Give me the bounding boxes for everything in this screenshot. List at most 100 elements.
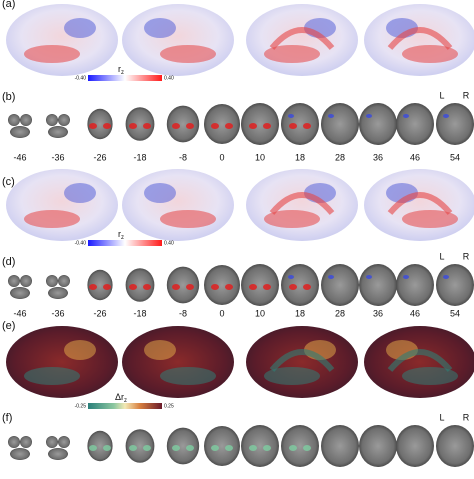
slice-label: 46 [410,152,420,162]
activation [289,123,297,129]
activation [303,123,311,129]
symbol: Δr [115,392,124,402]
brain-region [402,45,458,63]
brain-slice [10,126,30,138]
brain-slice [87,430,113,462]
slice-label: 28 [335,152,345,162]
brain-slice [204,104,240,144]
colorbar-symbol: Δrz [115,392,127,403]
activation [129,445,137,451]
brain-slice [46,114,58,126]
activation [143,284,151,290]
activation [129,123,137,129]
colorbar-min-label: -0.40 [75,75,87,81]
brain-slice [48,287,68,299]
slice-label: -46 [13,152,26,162]
activation [249,284,257,290]
brain-region [269,27,335,50]
colorbar-max-label: 0.25 [164,403,174,409]
brain-slice [87,108,113,140]
colorbar-max-label: 0.40 [164,75,174,81]
activation [443,275,449,279]
hemisphere-label: R [463,90,470,100]
brain-region [160,45,216,63]
brain-surface [246,4,358,76]
slice-label: -46 [13,308,26,318]
subscript: z [121,70,124,76]
brain-slice [166,105,200,143]
brain-slice [204,426,240,466]
activation [225,284,233,290]
panel-label: (f) [2,412,12,424]
symbol: r [118,229,121,239]
activation [103,445,111,451]
activation [103,123,111,129]
activation [303,445,311,451]
slice-label: -26 [93,308,106,318]
slice-label: 18 [295,152,305,162]
brain-region [64,340,96,360]
brain-slice [436,425,474,467]
brain-slice [359,103,397,145]
brain-slice [436,103,474,145]
activation [303,284,311,290]
slice-label: 36 [373,152,383,162]
brain-surface [122,4,234,76]
slice-label: 18 [295,308,305,318]
brain-surface [6,169,118,241]
slice-label: -8 [179,308,187,318]
panel-label: (e) [2,320,15,332]
brain-surface [364,326,474,398]
activation [143,123,151,129]
activation [289,445,297,451]
slice-label: 10 [255,152,265,162]
brain-slice [166,266,200,304]
brain-region [264,210,320,228]
brain-region [387,349,453,372]
activation [186,445,194,451]
slice-label: 0 [219,308,224,318]
activation [263,123,271,129]
brain-slice [58,436,70,448]
brain-slice [321,425,359,467]
slice-label: 36 [373,308,383,318]
brain-slice [241,103,279,145]
brain-slice [8,114,20,126]
brain-surface [6,326,118,398]
brain-region [24,210,80,228]
brain-slice [10,448,30,460]
slice-label: 10 [255,308,265,318]
brain-slice [396,103,434,145]
brain-slice [48,448,68,460]
colorbar [88,75,162,81]
brain-surface [364,4,474,76]
slice-label: 46 [410,308,420,318]
activation [225,445,233,451]
activation [263,445,271,451]
slice-label: 54 [450,152,460,162]
activation [172,445,180,451]
slice-label: -36 [51,308,64,318]
slice-label: -26 [93,152,106,162]
brain-surface [6,4,118,76]
activation [443,114,449,118]
slice-label: -18 [133,152,146,162]
subscript: z [121,235,124,241]
brain-slice [281,425,319,467]
brain-region [144,18,176,38]
brain-region [160,210,216,228]
brain-region [387,27,453,50]
activation [403,114,409,118]
hemisphere-label: R [463,251,470,261]
slice-label: -18 [133,308,146,318]
slice-label: -8 [179,152,187,162]
brain-slice [241,425,279,467]
activation [263,284,271,290]
brain-slice [396,425,434,467]
activation [89,123,97,129]
brain-surface [246,326,358,398]
activation [366,114,372,118]
activation [89,445,97,451]
brain-region [402,367,458,385]
activation [186,123,194,129]
